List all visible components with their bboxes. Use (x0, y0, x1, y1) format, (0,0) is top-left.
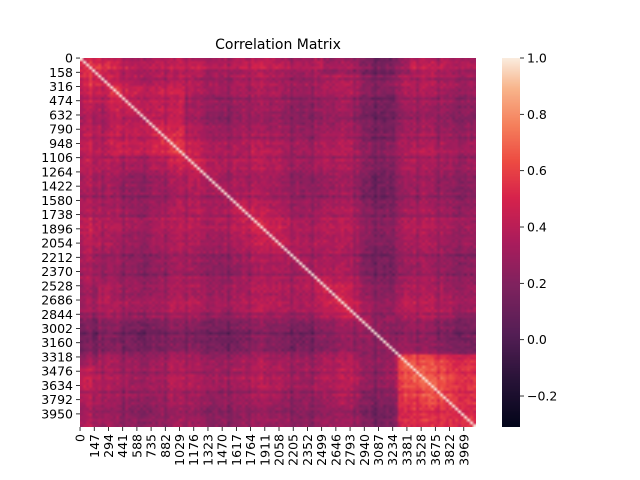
x-tick-label: 1764 (243, 434, 258, 466)
y-tick-label: 790 (49, 122, 73, 137)
x-axis-ticks: 0 147 294 441 588 735 882 1029 1176 1323 1470 1617 1… (73, 427, 471, 466)
y-tick-label: 2370 (41, 264, 73, 279)
y-tick-label: 3634 (41, 378, 73, 393)
y-axis-ticks: 0158316474632790948110612641422158017381… (41, 51, 80, 421)
y-tick-label: 3318 (41, 349, 73, 364)
y-tick-label: 2528 (41, 278, 73, 293)
x-tick-label: 3822 (442, 434, 457, 466)
x-tick-label: 1176 (186, 434, 201, 466)
x-tick-label: 3087 (371, 434, 386, 466)
x-tick-label: 3969 (456, 434, 471, 466)
x-tick-label: 1029 (172, 434, 187, 466)
x-tick-label: 3234 (385, 434, 400, 466)
x-tick-label: 2793 (343, 434, 358, 466)
colorbar-tick-label: 0.6 (527, 163, 547, 178)
y-tick-label: 948 (49, 136, 73, 151)
y-tick-label: 1106 (41, 150, 73, 165)
y-tick-label: 1896 (41, 221, 73, 236)
y-tick-label: 316 (49, 79, 73, 94)
y-tick-label: 2844 (41, 307, 73, 322)
colorbar-tick-label: 1.0 (527, 51, 547, 66)
x-tick-label: 0 (73, 434, 88, 442)
chart-title: Correlation Matrix (215, 37, 341, 53)
x-tick-label: 2499 (314, 434, 329, 466)
colorbar: −0.2 0.0 0.2 0.4 0.6 0.8 1.0 (502, 51, 557, 427)
y-tick-label: 1264 (41, 164, 73, 179)
colorbar-gradient (502, 58, 520, 427)
y-tick-label: 3792 (41, 392, 73, 407)
x-tick-label: 1911 (257, 434, 272, 466)
y-tick-label: 1580 (41, 193, 73, 208)
y-tick-label: 3160 (41, 335, 73, 350)
x-tick-label: 1470 (215, 434, 230, 466)
x-tick-label: 441 (115, 434, 130, 458)
x-tick-label: 147 (87, 434, 102, 458)
colorbar-tick-label: −0.2 (527, 389, 557, 404)
heatmap-cells (80, 58, 476, 427)
heatmap-raster (80, 58, 476, 427)
x-tick-label: 2058 (272, 434, 287, 466)
x-tick-label: 3381 (399, 434, 414, 466)
y-tick-label: 3950 (41, 406, 73, 421)
colorbar-tick-label: 0.4 (527, 220, 547, 235)
x-tick-label: 3675 (428, 434, 443, 466)
y-tick-label: 474 (49, 93, 73, 108)
x-tick-label: 735 (144, 434, 159, 458)
y-tick-label: 2054 (41, 236, 73, 251)
x-tick-label: 1323 (200, 434, 215, 466)
y-tick-label: 632 (49, 107, 73, 122)
y-tick-label: 3476 (41, 364, 73, 379)
x-tick-label: 2646 (328, 434, 343, 466)
x-tick-label: 294 (101, 434, 116, 458)
y-tick-label: 3002 (41, 321, 73, 336)
x-tick-label: 882 (158, 434, 173, 458)
colorbar-tick-label: 0.2 (527, 276, 547, 291)
x-tick-label: 1617 (229, 434, 244, 466)
x-tick-label: 2205 (286, 434, 301, 466)
y-tick-label: 1422 (41, 179, 73, 194)
y-tick-label: 2686 (41, 293, 73, 308)
y-tick-label: 0 (65, 51, 73, 66)
colorbar-ticks: −0.2 0.0 0.2 0.4 0.6 0.8 1.0 (520, 51, 557, 404)
y-tick-label: 158 (49, 65, 73, 80)
x-tick-label: 2940 (357, 434, 372, 466)
colorbar-tick-label: 0.8 (527, 107, 547, 122)
x-tick-label: 588 (129, 434, 144, 458)
x-tick-label: 2352 (300, 434, 315, 466)
colorbar-tick-label: 0.0 (527, 332, 547, 347)
y-tick-label: 1738 (41, 207, 73, 222)
y-tick-label: 2212 (41, 250, 73, 265)
x-tick-label: 3528 (414, 434, 429, 466)
